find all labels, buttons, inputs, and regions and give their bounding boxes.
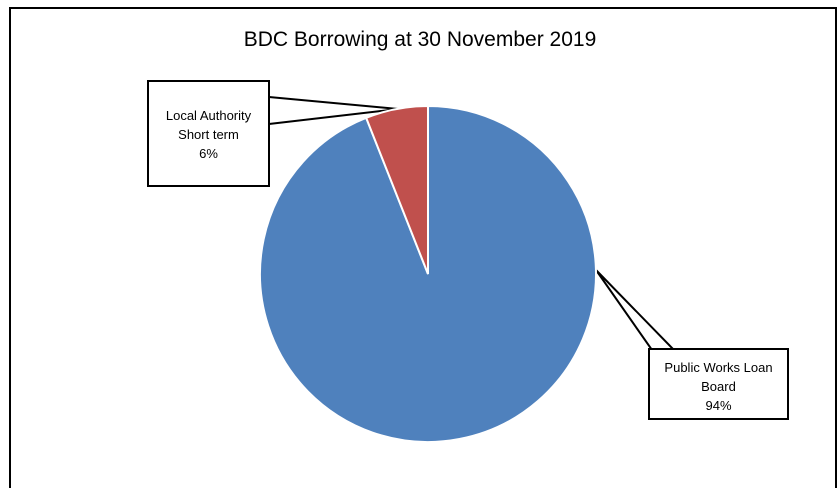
slice-label-pwlb: Public Works Loan Board 94%: [648, 348, 789, 420]
slice-label-pwlb-line2: Board: [701, 379, 736, 394]
slice-label-pwlb-percent: 94%: [705, 398, 732, 413]
pie-slice-local-authority-short-term: [364, 104, 429, 275]
pie-slices: [259, 104, 597, 443]
slice-label-pwlb-line1: Public Works Loan: [664, 360, 773, 375]
slice-label-local-authority-line2: Short term: [178, 127, 239, 142]
chart-title: BDC Borrowing at 30 November 2019: [243, 28, 597, 51]
slice-label-local-authority-percent: 6%: [199, 146, 218, 161]
leader-line-pwlb: [595, 269, 677, 351]
slice-label-local-authority: Local Authority Short term 6%: [147, 80, 270, 187]
slice-label-local-authority-line1: Local Authority: [165, 108, 252, 123]
